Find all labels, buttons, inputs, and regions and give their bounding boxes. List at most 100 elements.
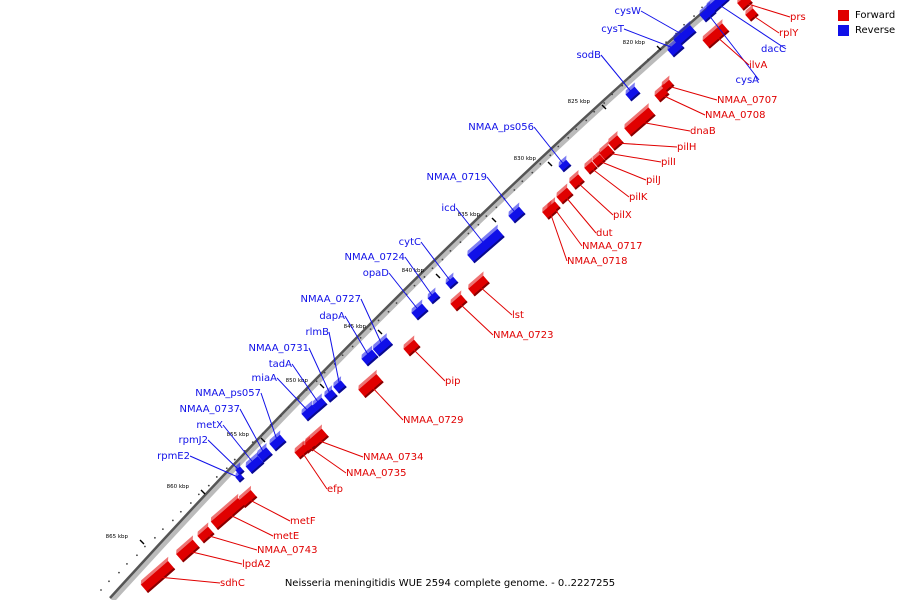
gene-pilx[interactable] bbox=[567, 170, 587, 190]
gene-bevel bbox=[592, 150, 601, 161]
label-leader-line bbox=[478, 285, 513, 316]
gene-label-lpda2: lpdA2 bbox=[242, 559, 271, 570]
gene-rlmb[interactable] bbox=[331, 376, 349, 394]
label-leader-line bbox=[404, 256, 435, 299]
scale-tick-mark bbox=[377, 329, 383, 335]
legend-reverse-label: Reverse bbox=[855, 25, 896, 36]
gene-label-nmaa-0724: NMAA_0724 bbox=[344, 252, 405, 263]
gene-shade bbox=[146, 567, 176, 593]
minor-tick-dot bbox=[621, 84, 624, 87]
label-leader-line bbox=[564, 195, 597, 234]
gene-label-nmaa-0727: NMAA_0727 bbox=[300, 294, 361, 305]
label-leader-line bbox=[576, 181, 614, 216]
minor-tick-dot bbox=[693, 15, 695, 17]
gene-bevel bbox=[608, 131, 618, 144]
genome-caption: Neisseria meningitidis WUE 2594 complete… bbox=[284, 578, 616, 589]
gene-pip[interactable] bbox=[401, 335, 422, 357]
minor-tick-dot bbox=[359, 336, 362, 339]
gene-lpda2[interactable] bbox=[174, 535, 202, 563]
label-leader-line bbox=[328, 331, 341, 388]
label-leader-line bbox=[157, 576, 221, 584]
label-leader-line bbox=[717, 3, 787, 50]
gene-bevel bbox=[269, 430, 281, 444]
gene-shade bbox=[749, 13, 759, 22]
gene-bevel bbox=[699, 1, 711, 15]
minor-tick-dot bbox=[495, 206, 498, 209]
minor-tick-dot bbox=[575, 128, 578, 131]
gene-bevel bbox=[558, 155, 567, 167]
gene-shade bbox=[328, 394, 338, 403]
minor-tick-dot bbox=[423, 276, 426, 278]
label-leader-line bbox=[222, 424, 256, 466]
label-leader-line bbox=[486, 176, 518, 216]
gene-shade bbox=[317, 402, 328, 413]
label-leader-line bbox=[411, 347, 446, 382]
gene-dnab[interactable] bbox=[622, 103, 658, 137]
gene-bevel bbox=[584, 157, 593, 168]
gene-bevel bbox=[569, 170, 579, 183]
minor-tick-dot bbox=[665, 41, 667, 44]
forward-swatch bbox=[838, 10, 849, 21]
label-leader-line bbox=[187, 550, 243, 565]
gene-label-mete: metE bbox=[273, 531, 299, 542]
gene-label-metx: metX bbox=[196, 420, 223, 431]
gene-bevel bbox=[745, 4, 754, 15]
legend-forward-label: Forward bbox=[855, 10, 896, 21]
label-leader-line bbox=[308, 347, 332, 397]
label-leader-line bbox=[207, 439, 241, 472]
scale-tick-label: 860 kbp bbox=[167, 484, 190, 490]
minor-tick-dot bbox=[431, 267, 434, 270]
minor-tick-dot bbox=[126, 563, 128, 565]
gene-shade bbox=[678, 31, 697, 47]
minor-tick-dot bbox=[287, 406, 290, 409]
gene-nmaa-0723[interactable] bbox=[448, 290, 469, 312]
label-leader-line bbox=[308, 446, 347, 474]
gene-label-icd: icd bbox=[441, 203, 456, 214]
gene-ilva[interactable] bbox=[701, 19, 732, 49]
minor-tick-dot bbox=[100, 589, 102, 591]
gene-label-nmaa-ps056: NMAA_ps056 bbox=[468, 122, 534, 133]
gene-shade bbox=[431, 296, 441, 305]
gene-dut[interactable] bbox=[554, 183, 575, 205]
minor-tick-dot bbox=[603, 102, 606, 104]
label-leader-line bbox=[553, 207, 583, 247]
label-leader-line bbox=[606, 152, 662, 163]
gene-label-sodb: sodB bbox=[576, 50, 601, 61]
gene-lst[interactable] bbox=[466, 271, 492, 297]
scale-tick-label: 830 kbp bbox=[514, 156, 537, 162]
minor-tick-dot bbox=[233, 458, 236, 461]
gene-bevel bbox=[245, 451, 259, 467]
gene-label-ilva: ilvA bbox=[749, 60, 767, 71]
gene-nmaa-0743[interactable] bbox=[195, 522, 216, 544]
gene-bevel bbox=[235, 469, 241, 478]
gene-nmaa-0729[interactable] bbox=[356, 369, 386, 399]
minor-tick-dot bbox=[449, 249, 452, 252]
gene-label-dut: dut bbox=[596, 228, 613, 239]
label-leader-line bbox=[590, 167, 630, 198]
gene-label-nmaa-0735: NMAA_0735 bbox=[346, 468, 407, 479]
gene-shade bbox=[513, 212, 526, 224]
minor-tick-dot bbox=[549, 154, 552, 157]
minor-tick-dot bbox=[305, 389, 308, 391]
label-leader-line bbox=[360, 298, 384, 348]
gene-label-dnab: dnaB bbox=[690, 126, 716, 137]
minor-tick-dot bbox=[467, 232, 470, 235]
minor-tick-dot bbox=[657, 49, 660, 52]
gene-bevel bbox=[542, 200, 552, 213]
minor-tick-dot bbox=[377, 319, 380, 322]
gene-shade bbox=[306, 410, 319, 422]
gene-shade bbox=[181, 546, 200, 563]
minor-tick-dot bbox=[108, 580, 110, 583]
legend: Forward Reverse bbox=[838, 8, 895, 38]
gene-bevel bbox=[702, 19, 723, 41]
label-leader-line bbox=[623, 28, 677, 50]
label-leader-line bbox=[640, 10, 686, 37]
gene-label-cyst: cysT bbox=[601, 24, 625, 35]
gene-shade bbox=[665, 84, 675, 93]
label-leader-line bbox=[370, 385, 404, 421]
scale-tick-mark bbox=[491, 217, 497, 223]
gene-shade bbox=[250, 462, 265, 475]
gene-label-prs: prs bbox=[790, 12, 806, 23]
scale-tick-label: 840 kbp bbox=[402, 268, 425, 274]
scale-tick-mark bbox=[319, 383, 325, 389]
